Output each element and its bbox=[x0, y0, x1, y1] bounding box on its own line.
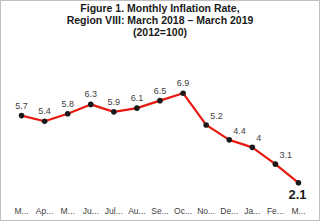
data-label: 5.9 bbox=[108, 97, 121, 107]
data-label: 6.3 bbox=[85, 89, 98, 99]
x-tick-label: Ju... bbox=[83, 206, 99, 216]
data-label: 4.4 bbox=[233, 126, 246, 136]
plot-area bbox=[19, 90, 302, 185]
point-marker bbox=[65, 111, 71, 117]
x-tick-label: Ap... bbox=[36, 206, 53, 216]
point-marker bbox=[19, 113, 25, 119]
point-marker bbox=[250, 145, 256, 151]
chart: Figure 1. Monthly Inflation Rate,Region … bbox=[0, 0, 320, 221]
data-label: 4 bbox=[256, 133, 261, 143]
x-tick-label: Se... bbox=[151, 206, 168, 216]
point-marker bbox=[111, 109, 117, 115]
x-tick-label: Ja... bbox=[244, 206, 260, 216]
title: Figure 1. Monthly Inflation Rate,Region … bbox=[67, 2, 254, 26]
point-marker bbox=[203, 122, 209, 128]
point-marker bbox=[296, 180, 302, 186]
x-tick-label: Oc... bbox=[174, 206, 192, 216]
x-tick-label: M... bbox=[14, 206, 28, 216]
x-tick-label: Jul... bbox=[105, 206, 123, 216]
point-marker bbox=[226, 137, 232, 143]
data-label: 6.5 bbox=[154, 86, 167, 96]
data-label: 5.8 bbox=[61, 99, 74, 109]
point-marker bbox=[157, 98, 163, 104]
series-line bbox=[22, 93, 299, 183]
data-label: 5.7 bbox=[15, 101, 28, 111]
point-marker bbox=[180, 90, 186, 96]
data-label: 3.1 bbox=[279, 150, 292, 160]
x-tick-label: Au... bbox=[128, 206, 145, 216]
x-tick-label: M... bbox=[291, 206, 305, 216]
data-label: 6.1 bbox=[131, 93, 144, 103]
data-label: 5.4 bbox=[38, 106, 51, 116]
data-label: 6.9 bbox=[177, 78, 190, 88]
point-marker bbox=[134, 105, 140, 111]
data-label: 5.2 bbox=[210, 111, 223, 121]
x-tick-label: Fe... bbox=[267, 206, 284, 216]
point-marker bbox=[88, 102, 94, 108]
x-tick-label: No... bbox=[197, 206, 215, 216]
point-marker bbox=[42, 118, 48, 124]
title-line: Region VIII: March 2018 – March 2019 bbox=[67, 14, 254, 26]
x-tick-label: M... bbox=[61, 206, 75, 216]
x-tick-label: De... bbox=[220, 206, 238, 216]
point-marker bbox=[273, 161, 279, 167]
subtitle: (2012=100) bbox=[133, 26, 187, 38]
data-label: 2.1 bbox=[288, 187, 306, 202]
title-line: Figure 1. Monthly Inflation Rate, bbox=[80, 2, 239, 14]
